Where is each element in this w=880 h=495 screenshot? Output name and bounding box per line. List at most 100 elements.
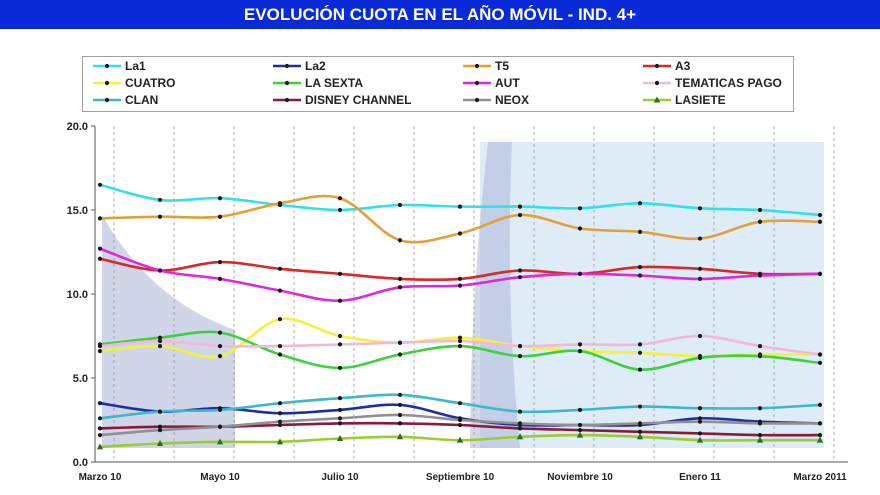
legend-swatch xyxy=(273,80,301,86)
data-point xyxy=(276,438,284,445)
data-point xyxy=(817,433,823,438)
data-point xyxy=(577,422,583,428)
data-point xyxy=(577,271,583,276)
legend-swatch xyxy=(463,97,491,103)
data-point xyxy=(277,401,283,406)
data-point xyxy=(277,343,283,349)
data-point xyxy=(576,431,584,438)
data-point xyxy=(757,421,763,426)
data-point xyxy=(697,355,703,360)
data-point xyxy=(637,229,643,234)
series-tematicas-pago xyxy=(97,333,823,357)
series-la-sexta xyxy=(97,330,823,372)
series-la1 xyxy=(97,182,823,218)
data-point xyxy=(337,342,343,347)
data-point xyxy=(97,401,103,406)
legend-label: La2 xyxy=(305,59,326,73)
legend-marker xyxy=(104,80,110,86)
y-tick-label: 15.0 xyxy=(67,205,88,217)
y-tick-label: 0.0 xyxy=(73,457,88,469)
data-point xyxy=(817,212,823,218)
legend-marker xyxy=(284,80,290,86)
x-tick-label: Enero 11 xyxy=(679,472,721,483)
data-point xyxy=(757,354,763,359)
data-point xyxy=(637,367,643,372)
data-point xyxy=(577,407,583,413)
data-point xyxy=(637,342,643,347)
data-point xyxy=(337,396,343,401)
data-point xyxy=(97,246,103,251)
y-tick-label: 20.0 xyxy=(67,121,88,133)
data-point xyxy=(217,424,223,429)
data-point xyxy=(637,201,643,206)
x-tick-label: Marzo 2011 xyxy=(793,472,847,483)
data-point xyxy=(217,196,223,201)
data-point xyxy=(696,436,704,443)
data-point xyxy=(637,350,643,355)
data-point xyxy=(457,335,463,340)
data-point xyxy=(577,226,583,231)
series-lasiete xyxy=(96,431,824,450)
data-point xyxy=(157,427,163,433)
data-point xyxy=(396,433,404,440)
data-point xyxy=(97,416,103,421)
legend-label: CLAN xyxy=(125,93,159,107)
data-point xyxy=(457,231,463,236)
chart-title: EVOLUCIÓN CUOTA EN EL AÑO MÓVIL - IND. 4… xyxy=(243,5,637,24)
legend-marker xyxy=(653,96,661,103)
data-point xyxy=(697,206,703,211)
legend-marker xyxy=(474,97,480,103)
legend-marker xyxy=(474,63,480,69)
data-point xyxy=(457,276,463,281)
data-point xyxy=(517,343,523,349)
data-point xyxy=(577,349,583,354)
legend-swatch xyxy=(643,80,671,86)
data-point xyxy=(457,338,463,344)
legend-marker xyxy=(104,97,110,103)
data-point xyxy=(456,436,464,443)
legend-label: TEMATICAS PAGO xyxy=(675,76,782,90)
series-clan xyxy=(97,392,823,421)
legend-label: AUT xyxy=(495,76,520,90)
data-point xyxy=(517,409,523,414)
data-point xyxy=(697,236,703,241)
data-point xyxy=(517,426,523,431)
legend-marker xyxy=(104,63,110,69)
data-point xyxy=(637,273,643,278)
data-point xyxy=(577,206,583,211)
legend-marker xyxy=(284,97,290,103)
legend-label: La1 xyxy=(125,59,146,73)
data-point xyxy=(97,216,103,221)
legend-marker xyxy=(284,63,290,69)
data-point xyxy=(156,440,164,447)
data-point xyxy=(97,256,103,261)
data-point xyxy=(637,265,643,270)
x-tick-label: Septiembre 10 xyxy=(426,472,495,483)
data-point xyxy=(157,335,163,340)
data-point xyxy=(517,212,523,218)
data-point xyxy=(517,268,523,273)
data-point xyxy=(337,333,343,339)
data-point xyxy=(457,422,463,428)
data-point xyxy=(817,402,823,407)
data-point xyxy=(577,342,583,347)
legend-swatch xyxy=(463,80,491,86)
data-point xyxy=(157,338,163,344)
data-point xyxy=(277,419,283,424)
data-point xyxy=(397,412,403,418)
data-point xyxy=(817,352,823,357)
data-point xyxy=(277,352,283,357)
background-watermark xyxy=(102,142,824,448)
data-point xyxy=(337,207,343,213)
legend-swatch xyxy=(273,97,301,103)
data-point xyxy=(336,434,344,441)
data-point xyxy=(397,202,403,208)
data-point xyxy=(517,421,523,426)
data-point xyxy=(637,421,643,426)
data-point xyxy=(397,402,403,407)
data-point xyxy=(817,271,823,276)
data-point xyxy=(697,431,703,436)
x-tick-label: Noviembre 10 xyxy=(547,472,613,483)
data-point xyxy=(97,426,103,431)
data-point xyxy=(457,204,463,209)
